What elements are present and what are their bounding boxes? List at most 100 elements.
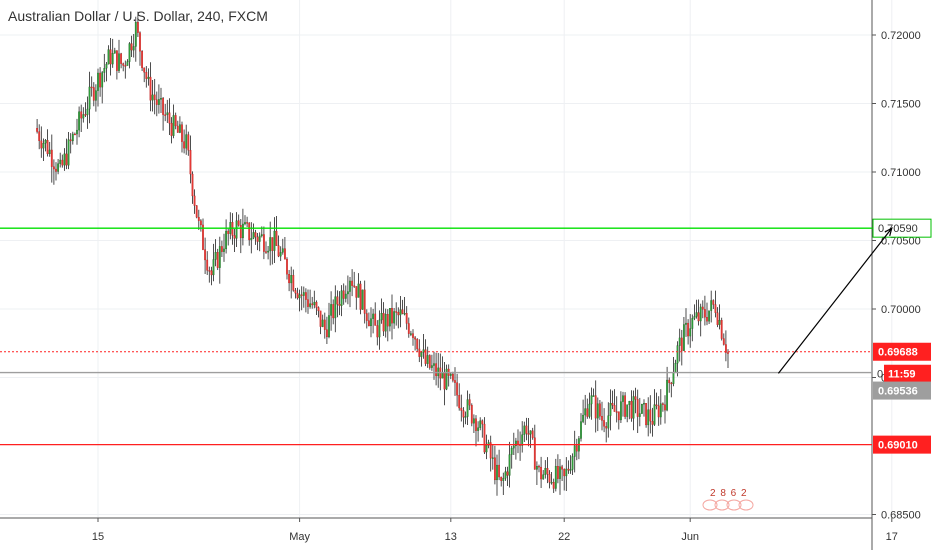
candle-body bbox=[479, 420, 482, 428]
candle-body bbox=[659, 403, 662, 418]
candle-body bbox=[569, 469, 572, 471]
candle-body bbox=[502, 478, 505, 481]
candle-body bbox=[302, 292, 305, 296]
candle-body bbox=[620, 401, 622, 421]
candle-body bbox=[277, 245, 280, 257]
candle-body bbox=[359, 283, 362, 310]
watermark-mark bbox=[702, 499, 718, 511]
candle-body bbox=[101, 72, 104, 88]
candle-body bbox=[666, 379, 668, 411]
candle-body bbox=[456, 382, 459, 396]
candle-body bbox=[235, 220, 238, 239]
watermark-mark bbox=[726, 499, 742, 511]
candle-body bbox=[244, 222, 246, 225]
candle-body bbox=[290, 275, 293, 284]
candle-body bbox=[380, 313, 383, 321]
candle-body bbox=[296, 292, 299, 299]
candle-body bbox=[191, 173, 194, 197]
candle-body bbox=[418, 348, 421, 357]
candle-body bbox=[271, 237, 274, 251]
candle-body bbox=[536, 465, 538, 470]
candle-body bbox=[506, 471, 509, 476]
candle-body bbox=[153, 94, 156, 100]
support-level-label: 0.69010 bbox=[878, 440, 918, 452]
candle-body bbox=[407, 323, 410, 334]
candle-body bbox=[151, 94, 154, 101]
candle-body bbox=[613, 405, 616, 412]
candle-body bbox=[634, 396, 637, 400]
candle-body bbox=[607, 415, 610, 429]
candle-body bbox=[500, 476, 503, 481]
candle-body bbox=[216, 252, 219, 268]
candle-body bbox=[288, 274, 291, 284]
candle-body bbox=[424, 349, 427, 364]
candle-body bbox=[428, 355, 431, 368]
candle-body bbox=[147, 76, 150, 79]
candle-body bbox=[496, 464, 498, 481]
candle-body bbox=[664, 404, 666, 411]
price-tick-label: 0.70500 bbox=[881, 236, 921, 248]
candle-body bbox=[120, 53, 122, 64]
candle-body bbox=[470, 405, 473, 424]
candle-body bbox=[441, 372, 444, 379]
time-tick-label: May bbox=[289, 531, 310, 543]
candle-body bbox=[42, 142, 45, 149]
candle-body bbox=[561, 466, 563, 470]
candle-body bbox=[237, 220, 240, 226]
candle-body bbox=[624, 395, 626, 417]
candle-body bbox=[367, 320, 370, 327]
candle-body bbox=[69, 139, 72, 142]
level-label-box bbox=[872, 218, 932, 238]
time-tick-label: Jun bbox=[681, 531, 699, 543]
watermark-mark bbox=[714, 499, 730, 511]
candle-body bbox=[53, 166, 55, 170]
candle-body bbox=[575, 445, 578, 452]
candle-body bbox=[565, 468, 568, 477]
candle-body bbox=[178, 124, 181, 133]
candle-body bbox=[483, 423, 486, 453]
candle-body bbox=[210, 270, 213, 276]
candle-body bbox=[160, 98, 162, 100]
candle-body bbox=[124, 65, 127, 67]
candle-body bbox=[197, 217, 200, 221]
candle-body bbox=[466, 399, 469, 417]
candle-body bbox=[103, 68, 106, 73]
candle-body bbox=[116, 50, 118, 71]
candle-body bbox=[676, 345, 679, 364]
candle-body bbox=[164, 114, 167, 116]
candle-body bbox=[361, 289, 364, 310]
candle-body bbox=[557, 466, 559, 479]
candle-body bbox=[399, 309, 402, 316]
candle-body bbox=[678, 337, 681, 346]
candle-body bbox=[376, 325, 379, 338]
candle-body bbox=[405, 313, 408, 324]
projection-arrow[interactable] bbox=[777, 227, 893, 374]
price-tick-label: 0.71500 bbox=[881, 99, 921, 111]
support-level-label-box bbox=[873, 435, 931, 454]
candle-body bbox=[71, 133, 74, 142]
candle-body bbox=[655, 404, 658, 406]
candle-body bbox=[689, 328, 692, 337]
candle-body bbox=[143, 67, 146, 73]
candle-body bbox=[340, 290, 343, 306]
candle-body bbox=[403, 313, 406, 315]
candle-body bbox=[325, 329, 328, 338]
candle-body bbox=[498, 464, 501, 478]
watermark-mark bbox=[738, 499, 754, 511]
candle-body bbox=[40, 140, 43, 149]
candle-body bbox=[706, 317, 708, 322]
candle-body bbox=[319, 310, 322, 327]
candle-body bbox=[214, 252, 217, 260]
candle-body bbox=[78, 111, 80, 131]
candle-body bbox=[531, 430, 534, 438]
candle-body bbox=[65, 153, 68, 166]
candle-body bbox=[262, 234, 265, 252]
candle-body bbox=[443, 372, 446, 390]
candle-body bbox=[95, 90, 97, 101]
candle-body bbox=[307, 299, 309, 307]
candle-body bbox=[529, 430, 532, 435]
candle-body bbox=[510, 447, 513, 455]
candle-body bbox=[353, 285, 356, 287]
